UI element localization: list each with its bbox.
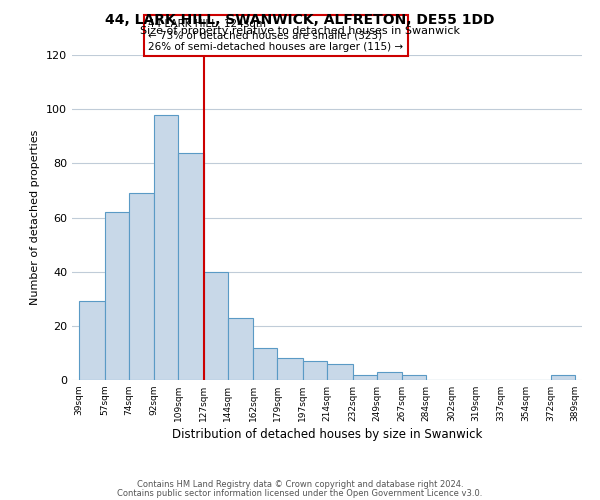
Bar — [551, 374, 575, 380]
Y-axis label: Number of detached properties: Number of detached properties — [31, 130, 40, 305]
Bar — [178, 152, 204, 380]
Bar — [104, 212, 128, 380]
Bar — [154, 114, 178, 380]
Bar — [303, 361, 327, 380]
Bar — [402, 374, 426, 380]
Bar — [327, 364, 353, 380]
Text: 44 LARK HILL: 124sqm
← 73% of detached houses are smaller (323)
26% of semi-deta: 44 LARK HILL: 124sqm ← 73% of detached h… — [149, 19, 404, 52]
Text: Contains HM Land Registry data © Crown copyright and database right 2024.: Contains HM Land Registry data © Crown c… — [137, 480, 463, 489]
Bar — [128, 193, 154, 380]
Bar — [277, 358, 303, 380]
Bar — [353, 374, 377, 380]
Text: Size of property relative to detached houses in Swanwick: Size of property relative to detached ho… — [140, 26, 460, 36]
Bar — [377, 372, 402, 380]
Text: 44, LARK HILL, SWANWICK, ALFRETON, DE55 1DD: 44, LARK HILL, SWANWICK, ALFRETON, DE55 … — [105, 12, 495, 26]
Bar — [79, 302, 104, 380]
Text: Contains public sector information licensed under the Open Government Licence v3: Contains public sector information licen… — [118, 488, 482, 498]
Bar — [228, 318, 253, 380]
Bar — [253, 348, 277, 380]
Bar — [204, 272, 228, 380]
X-axis label: Distribution of detached houses by size in Swanwick: Distribution of detached houses by size … — [172, 428, 482, 441]
